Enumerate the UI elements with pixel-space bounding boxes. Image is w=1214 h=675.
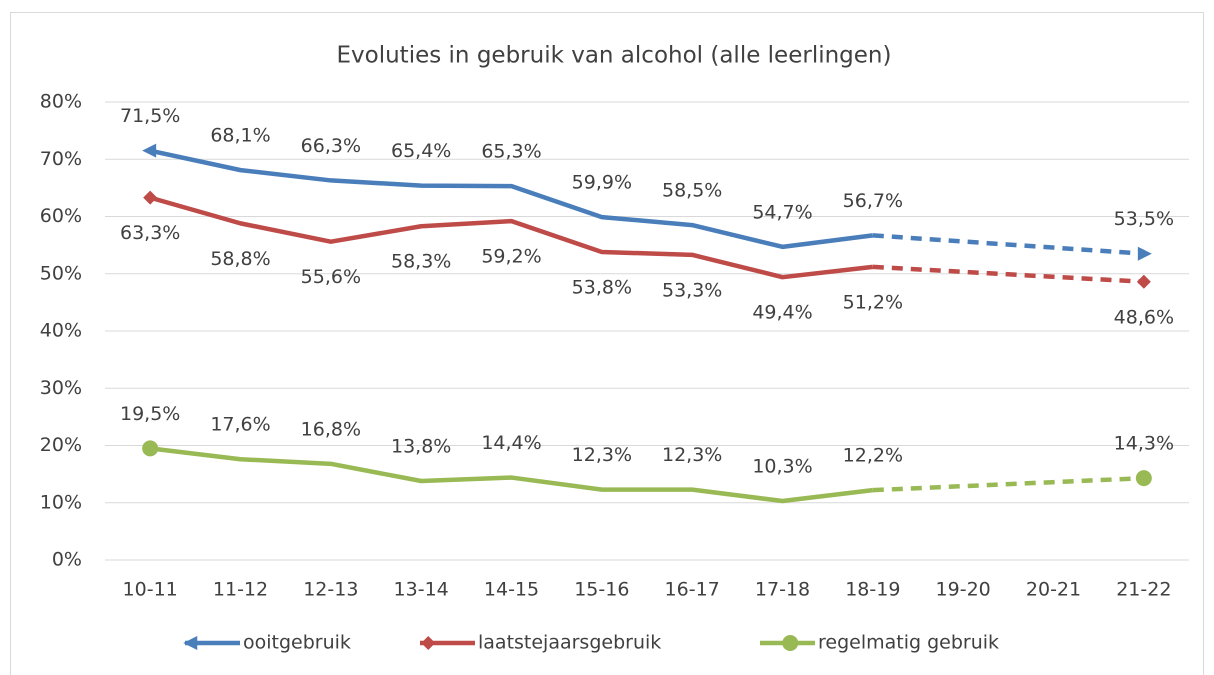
y-tick-label: 60%: [40, 205, 82, 227]
y-tick-label: 0%: [52, 549, 82, 571]
data-label: 14,4%: [481, 432, 541, 454]
y-tick-label: 20%: [40, 434, 82, 456]
series-line: [149, 195, 874, 280]
marker: [782, 635, 799, 651]
data-label: 53,3%: [662, 279, 722, 301]
data-label: 19,5%: [120, 403, 180, 425]
x-tick-label: 10-11: [123, 579, 178, 601]
data-label: 59,9%: [572, 172, 632, 194]
x-tick-label: 15-16: [574, 579, 629, 601]
data-label: 58,5%: [662, 180, 722, 202]
data-label: 53,8%: [572, 276, 632, 298]
x-tick-label: 11-12: [213, 579, 268, 601]
data-label: 14,3%: [1114, 433, 1174, 455]
data-label: 55,6%: [301, 266, 361, 288]
x-tick-label: 21-22: [1116, 579, 1171, 601]
data-label: 58,8%: [210, 248, 270, 270]
x-tick-label: 14-15: [484, 579, 539, 601]
marker: [142, 143, 157, 158]
x-tick-label: 17-18: [755, 579, 810, 601]
marker: [143, 190, 158, 205]
y-tick-label: 80%: [40, 91, 82, 113]
y-tick-label: 50%: [40, 262, 82, 284]
data-label: 66,3%: [301, 135, 361, 157]
data-label: 48,6%: [1114, 306, 1174, 328]
data-label: 12,3%: [572, 444, 632, 466]
y-tick-label: 10%: [40, 491, 82, 513]
data-label: 54,7%: [752, 201, 812, 223]
chart-border: [10, 12, 1204, 675]
data-label: 16,8%: [301, 418, 361, 440]
data-label: 13,8%: [391, 435, 451, 457]
data-label: 56,7%: [843, 190, 903, 212]
marker: [142, 440, 159, 457]
legend-label: regelmatig gebruik: [818, 632, 999, 654]
series-line: [149, 148, 874, 250]
data-label: 53,5%: [1114, 208, 1174, 230]
legend-label: ooitgebruik: [243, 632, 351, 654]
legend-label: laatstejaarsgebruik: [478, 632, 661, 654]
data-label: 71,5%: [120, 105, 180, 127]
x-tick-label: 12-13: [303, 579, 358, 601]
marker: [1136, 274, 1151, 289]
gap-connector: [872, 475, 1144, 493]
data-label: 68,1%: [210, 125, 270, 147]
data-label: 59,2%: [481, 246, 541, 268]
data-label: 51,2%: [843, 291, 903, 313]
data-label: 17,6%: [210, 414, 270, 436]
marker: [421, 636, 436, 650]
marker: [1135, 470, 1152, 487]
chart-title: Evoluties in gebruik van alcohol (alle l…: [337, 43, 892, 69]
marker: [183, 636, 198, 650]
marker: [1137, 246, 1152, 261]
gap-connector: [872, 233, 1144, 256]
data-label: 10,3%: [752, 456, 812, 478]
data-label: 12,3%: [662, 444, 722, 466]
y-tick-label: 30%: [40, 377, 82, 399]
y-tick-label: 70%: [40, 148, 82, 170]
data-label: 12,2%: [843, 445, 903, 467]
gap-connector: [872, 264, 1144, 285]
series-line: [149, 446, 874, 504]
x-tick-label: 13-14: [394, 579, 449, 601]
data-label: 65,3%: [481, 141, 541, 163]
x-tick-label: 20-21: [1026, 579, 1081, 601]
x-tick-label: 19-20: [936, 579, 991, 601]
data-label: 63,3%: [120, 222, 180, 244]
data-label: 49,4%: [752, 302, 812, 324]
data-label: 58,3%: [391, 251, 451, 273]
data-label: 65,4%: [391, 140, 451, 162]
y-tick-label: 40%: [40, 320, 82, 342]
x-tick-label: 16-17: [665, 579, 720, 601]
x-tick-label: 18-19: [845, 579, 900, 601]
